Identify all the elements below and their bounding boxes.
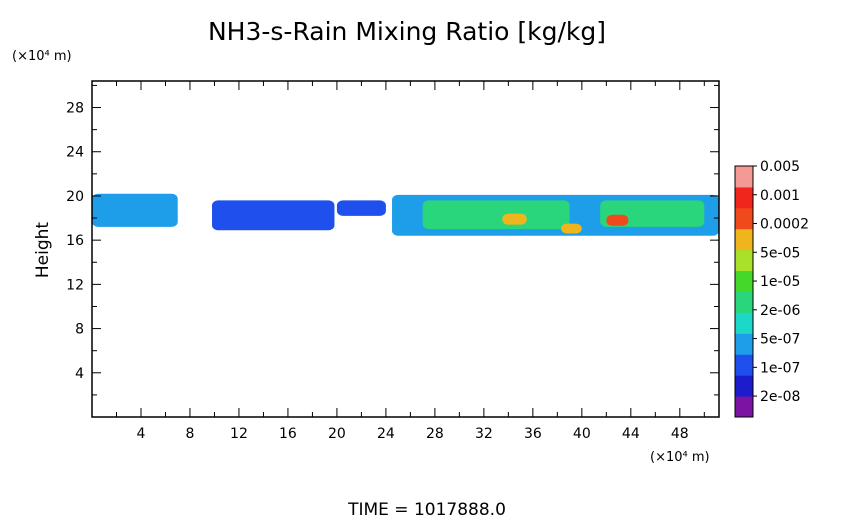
x-tick-label: 48 [671,426,689,442]
colorbar-swatch [735,375,753,397]
y-tick-label: 20 [66,189,84,205]
y-tick-label: 8 [75,322,84,338]
colorbar-label: 2e-08 [760,389,800,405]
colorbar-label: 5e-05 [760,245,800,261]
x-tick-label: 24 [377,426,395,442]
colorbar-label: 0.005 [760,159,800,175]
x-tick-label: 44 [622,426,640,442]
y-unit-label: (×10⁴ m) [12,49,72,64]
colorbar-frame [734,165,754,418]
colorbar-label: 1e-05 [760,274,800,290]
plume-region-4 [422,200,570,230]
colorbar-swatch [735,333,753,355]
x-tick-label: 12 [230,426,248,442]
colorbar-swatch [735,354,753,376]
colorbar: 2e-08 1e-07 5e-07 2e-06 1e-05 5e-05 0.0002 0.00… [734,159,809,418]
x-tick-label: 4 [137,426,146,442]
colorbar-swatch [735,270,753,292]
x-tick-label: 32 [475,426,493,442]
colorbar-swatch [735,312,753,334]
y-axis-label: Height [33,222,53,279]
chart-title: NH3-s-Rain Mixing Ratio [kg/kg] [208,17,606,46]
x-tick-label: 28 [426,426,444,442]
colorbar-label: 5e-07 [760,332,800,348]
colorbar-label: 0.0002 [760,217,809,233]
colorbar-swatch [735,249,753,272]
colorbar-label: 1e-07 [760,360,800,376]
colorbar-swatch [735,396,753,418]
plume-layer [92,193,719,236]
colorbar-swatch [735,186,753,209]
colorbar-swatch [735,166,753,188]
plume-region-1 [212,200,335,231]
y-tick-label: 4 [75,366,84,382]
x-tick-label: 8 [186,426,195,442]
time-footer: TIME = 1017888.0 [347,500,506,519]
colorbar-swatch [735,291,753,313]
plume-region-0 [92,193,178,227]
x-tick-label: 20 [328,426,346,442]
y-tick-label: 12 [66,277,84,293]
colorbar-label: 2e-06 [760,303,800,319]
y-tick-label: 16 [66,233,84,249]
plume-region-6 [561,223,582,234]
plume-region-2 [336,200,386,216]
plume-region-5 [502,213,527,225]
x-tick-label: 16 [279,426,297,442]
y-tick-label: 24 [66,145,84,161]
x-tick-label: 40 [573,426,591,442]
y-tick-label: 28 [66,101,84,117]
colorbar-swatch [735,228,753,251]
plot-frame [91,80,720,418]
x-unit-label: (×10⁴ m) [650,450,710,465]
colorbar-swatch [735,207,753,230]
colorbar-label: 0.001 [760,188,800,204]
x-tick-label: 36 [524,426,542,442]
plume-region-8 [606,214,629,226]
